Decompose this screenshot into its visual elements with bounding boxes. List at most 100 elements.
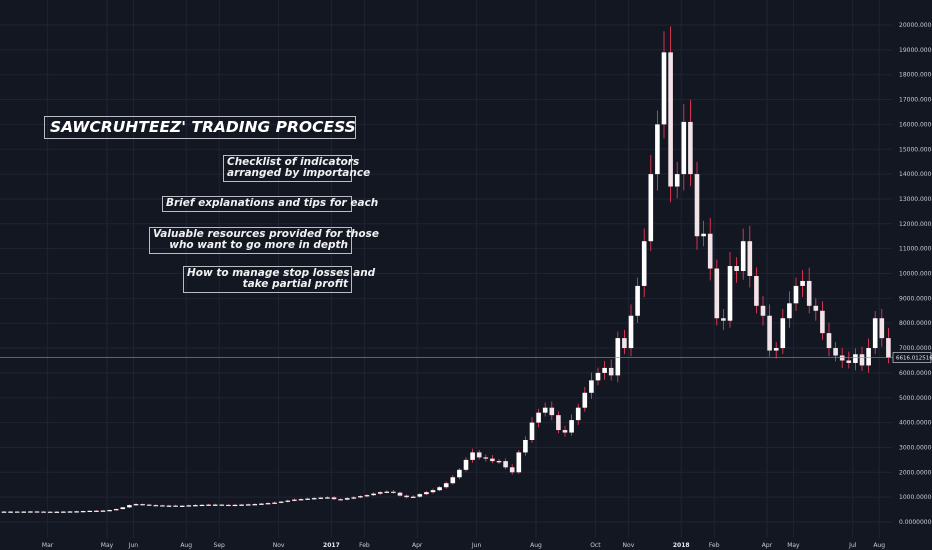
candle [146,503,152,506]
candle [767,304,772,357]
candle-body [641,241,647,286]
candle [133,503,139,506]
candle [252,503,258,506]
candle-body [793,285,799,304]
candle [331,496,337,500]
candle-body [443,483,449,488]
candle-body [166,505,172,507]
candle [311,496,317,500]
candle-body [14,511,20,513]
candle [793,277,799,311]
candle-body [826,333,832,349]
candle-body [153,505,159,507]
x-tick-label: Nov [623,542,635,549]
annotation-resources: Valuable resources provided for those wh… [149,227,379,254]
candle-body [490,458,495,462]
candle [529,417,535,443]
candle [173,504,178,507]
annotation-explanations: Brief explanations and tips for each [162,196,378,212]
candle [285,499,291,503]
candle-body [391,491,396,493]
candle-body [430,490,436,493]
candle-body [424,492,429,495]
candle-body [67,511,73,513]
candle-body [80,511,86,513]
candle [74,510,79,513]
candle-body [542,407,548,413]
candle [28,510,33,513]
candle-body [41,511,46,513]
candle [212,503,218,506]
x-tick-label: May [101,542,114,549]
candle-body [133,504,139,506]
y-axis: 0.00000000 1000.00000000 2000.00000000 3000… [899,22,932,526]
x-tick-label: Feb [359,542,370,549]
candle [602,360,607,380]
candle [34,510,40,513]
candle [100,510,106,512]
candle [278,500,284,504]
candle [87,510,93,513]
candle-body [28,511,33,513]
x-tick-label: 2018 [673,542,690,549]
candle [879,309,885,347]
y-tick-label: 15000.00000000 [899,146,932,153]
candle [8,511,13,513]
candle-body [589,380,594,393]
candle [259,502,264,505]
candle [886,327,891,364]
candle [384,490,390,494]
candle [358,495,363,499]
candle-body [74,511,79,513]
candle-body [397,492,403,496]
candle-body [377,492,383,494]
candle-body [549,407,555,416]
candle [734,257,739,283]
candle [575,403,581,425]
candle-body [635,285,640,316]
candle-body [839,355,845,361]
candle-body [483,457,489,459]
candle [219,503,225,506]
y-tick-label: 14000.00000000 [899,171,932,178]
candle-body [820,310,825,334]
x-tick-label: Oct [590,542,601,549]
candle [747,225,753,288]
y-tick-label: 7000.00000000 [899,345,932,352]
candle [305,497,310,500]
candle [371,492,376,497]
candle-body [417,494,423,497]
candle [457,467,462,480]
candle [516,449,522,475]
x-tick-label: Nov [273,542,285,549]
candle [655,110,660,191]
candle-body [259,503,264,505]
candle-body [470,452,475,460]
y-tick-label: 6000.00000000 [899,370,932,377]
x-tick-label: Apr [412,542,423,549]
x-tick-label: Sep [214,542,226,549]
candle-body [331,497,337,500]
candle [608,359,614,381]
candle [780,309,786,355]
candle-body [61,511,66,513]
candle [622,329,627,355]
y-tick-label: 16000.00000000 [899,121,932,128]
candle-body [694,174,700,237]
y-tick-label: 8000.00000000 [899,320,932,327]
y-tick-label: 1000.00000000 [899,494,932,501]
candle [668,26,673,203]
candle-body [648,174,654,242]
candle [54,511,60,513]
candle [166,504,172,507]
candle-body [305,498,310,500]
x-tick-label: Aug [530,542,542,549]
candle [833,341,838,362]
candle-body [727,266,733,321]
candle-body [384,491,390,493]
candle-body [351,497,357,499]
candle [325,496,330,499]
candle [338,498,343,501]
candle-body [219,504,225,506]
